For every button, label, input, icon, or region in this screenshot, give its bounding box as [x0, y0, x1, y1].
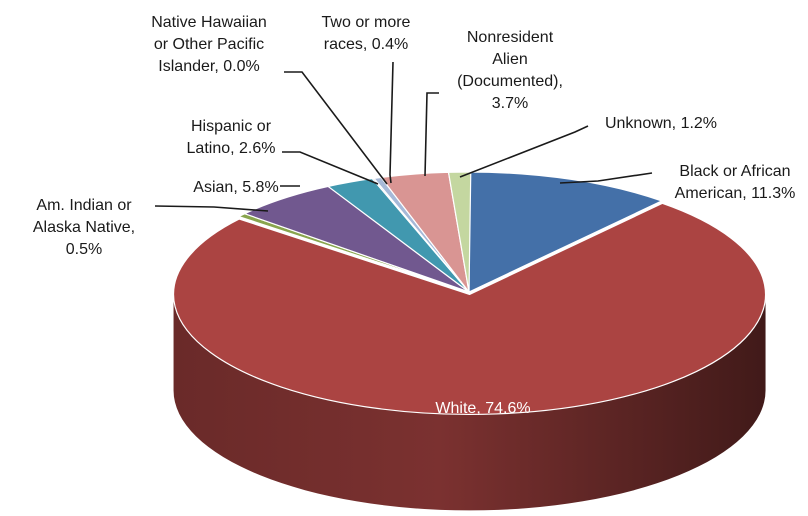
slice-white	[172, 202, 767, 416]
data-label-asian: Asian, 5.8%	[193, 179, 278, 196]
leader-line-unknown	[459, 125, 589, 178]
leader-line-two-or-more-races	[389, 61, 394, 184]
data-label-hispanic-or-latino: Hispanic or Latino, 2.6%	[187, 118, 276, 157]
leader-line-black-or-african-american	[559, 172, 653, 184]
slice-side-white	[173, 294, 766, 511]
data-label-black-or-african-american: Black or African American, 11.3%	[675, 163, 796, 202]
leader-line-nonresident-alien-documented	[424, 92, 439, 177]
data-label-two-or-more-races: Two or more races, 0.4%	[322, 14, 411, 53]
pie-tops	[172, 171, 767, 416]
data-label-native-hawaiian-or-other-pacific-islander: Native Hawaiian or Other Pacific Islander,…	[151, 14, 267, 75]
leader-line-native-hawaiian-or-other-pacific-islander	[284, 71, 388, 185]
pie-sides	[173, 294, 766, 511]
leader-line-am-indian-or-alaska-native	[154, 205, 269, 212]
leader-lines	[154, 61, 653, 212]
data-label-white: White, 74.6%	[435, 400, 530, 417]
data-label-am-indian-or-alaska-native: Am. Indian or Alaska Native, 0.5%	[33, 197, 135, 258]
leader-line-hispanic-or-latino	[282, 151, 379, 185]
slice-black-or-african-american	[468, 171, 663, 293]
data-label-unknown: Unknown, 1.2%	[605, 115, 717, 132]
slice-labels: Black or African American, 11.3% White, 74…	[33, 14, 795, 417]
data-label-nonresident-alien-documented: Nonresident Alien (Documented), 3.7%	[457, 29, 563, 112]
